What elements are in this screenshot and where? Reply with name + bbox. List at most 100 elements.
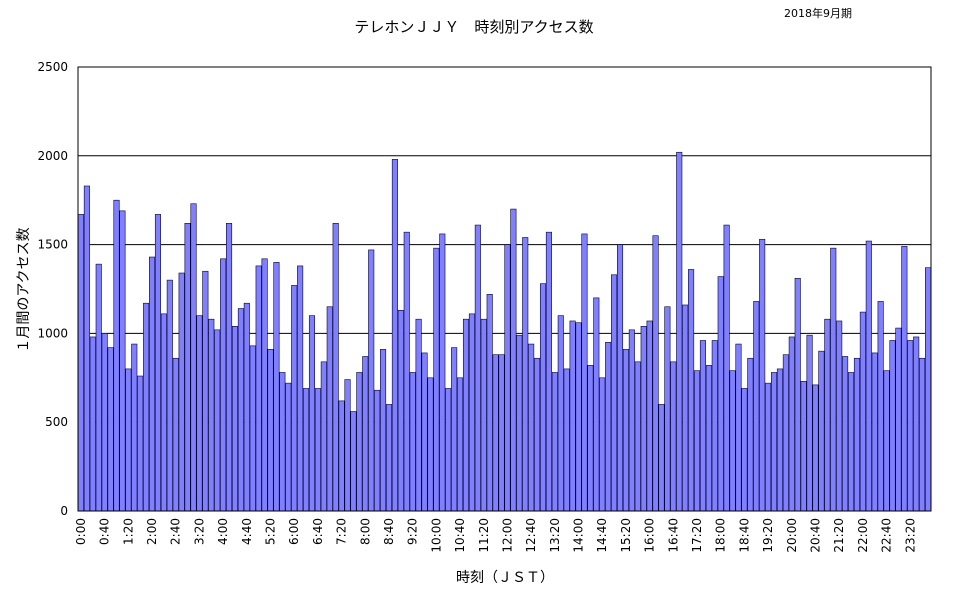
bar (658, 404, 665, 512)
x-tick-label: 6:40 (311, 518, 325, 545)
plot-frame (77, 66, 932, 512)
x-tick-label: 0:00 (74, 518, 88, 545)
bar (220, 258, 227, 512)
bar (344, 379, 351, 512)
bar (297, 265, 304, 512)
y-tick-label: 1500 (37, 238, 68, 252)
bar (184, 222, 191, 512)
bar (380, 349, 387, 512)
y-tick-label: 2000 (37, 149, 68, 163)
bar (249, 345, 256, 512)
bar (753, 301, 760, 512)
x-tick-label: 7:20 (335, 518, 349, 545)
bar (901, 246, 908, 512)
x-tick-label: 18:00 (714, 518, 728, 553)
bar (735, 343, 742, 512)
bar (652, 235, 659, 512)
bar (83, 185, 90, 512)
x-tick-label: 3:20 (192, 518, 206, 545)
x-tick-label: 14:40 (595, 518, 609, 553)
x-tick-label: 18:40 (737, 518, 751, 553)
bar (374, 389, 381, 512)
bar (202, 270, 209, 512)
x-tick-label: 16:40 (666, 518, 680, 553)
bar (717, 276, 724, 512)
bar (397, 310, 404, 512)
bar (308, 315, 316, 512)
bar (480, 318, 487, 512)
bar (853, 357, 860, 512)
bar (895, 327, 902, 512)
bar (770, 372, 778, 512)
x-tick-label: 12:40 (524, 518, 538, 553)
bar (486, 294, 493, 512)
bar (836, 320, 843, 512)
bar (759, 238, 766, 512)
bar (433, 247, 440, 512)
bar (143, 302, 150, 512)
bar (611, 274, 618, 512)
bar (747, 357, 754, 512)
bar (492, 354, 499, 512)
bar (575, 322, 582, 512)
bar (723, 224, 730, 512)
x-tick-label: 11:20 (477, 518, 491, 553)
bar (877, 301, 884, 512)
bar (498, 354, 505, 512)
bar (806, 334, 813, 512)
bar (95, 263, 102, 512)
bar (871, 352, 878, 512)
bar (676, 151, 683, 512)
x-tick-label: 8:00 (358, 518, 372, 545)
bar (628, 329, 635, 512)
bar (107, 347, 114, 512)
bar (919, 357, 926, 512)
x-axis-label: 時刻（ＪＳＴ） (456, 570, 554, 586)
x-tick-label: 5:20 (264, 518, 278, 545)
x-tick-label: 10:40 (453, 518, 467, 553)
bar (782, 354, 789, 512)
bar (812, 384, 819, 512)
y-tick-labels: 0 500 1000 1500 2000 2500 (37, 60, 68, 518)
chart-title: テレホンＪＪＹ 時刻別アクセス数 (354, 18, 593, 36)
bar (688, 269, 695, 512)
x-tick-label: 20:40 (808, 518, 822, 553)
bar (409, 372, 416, 512)
x-tick-label: 20:00 (785, 518, 799, 553)
x-tick-label: 19:20 (761, 518, 775, 553)
bar (196, 315, 203, 512)
bar (261, 258, 268, 512)
bar (545, 231, 552, 512)
y-tick-label: 1000 (37, 326, 68, 340)
bar (226, 222, 233, 512)
x-tick-label: 21:20 (832, 518, 846, 553)
bar (522, 237, 529, 512)
bar (616, 244, 624, 512)
bars (77, 151, 932, 512)
bar (356, 372, 363, 512)
x-tick-label: 4:40 (240, 518, 254, 545)
chart-period: 2018年9月期 (784, 6, 852, 20)
bar (445, 388, 452, 512)
bar (883, 370, 890, 512)
bar (788, 336, 795, 512)
bar (457, 377, 464, 512)
x-tick-label: 12:00 (500, 518, 514, 553)
bar (705, 365, 712, 512)
bar (539, 283, 547, 512)
bar (569, 320, 576, 512)
bar (154, 214, 161, 512)
bar (178, 272, 185, 512)
bar (741, 388, 748, 512)
bar (125, 368, 132, 512)
bar (557, 315, 564, 512)
bar (593, 297, 600, 512)
bar (113, 199, 120, 512)
bar (237, 308, 244, 512)
bar (776, 368, 783, 512)
bar (137, 375, 144, 512)
bar (368, 249, 375, 512)
x-tick-label: 0:40 (98, 518, 112, 545)
bar (729, 370, 736, 512)
bar (273, 262, 280, 512)
